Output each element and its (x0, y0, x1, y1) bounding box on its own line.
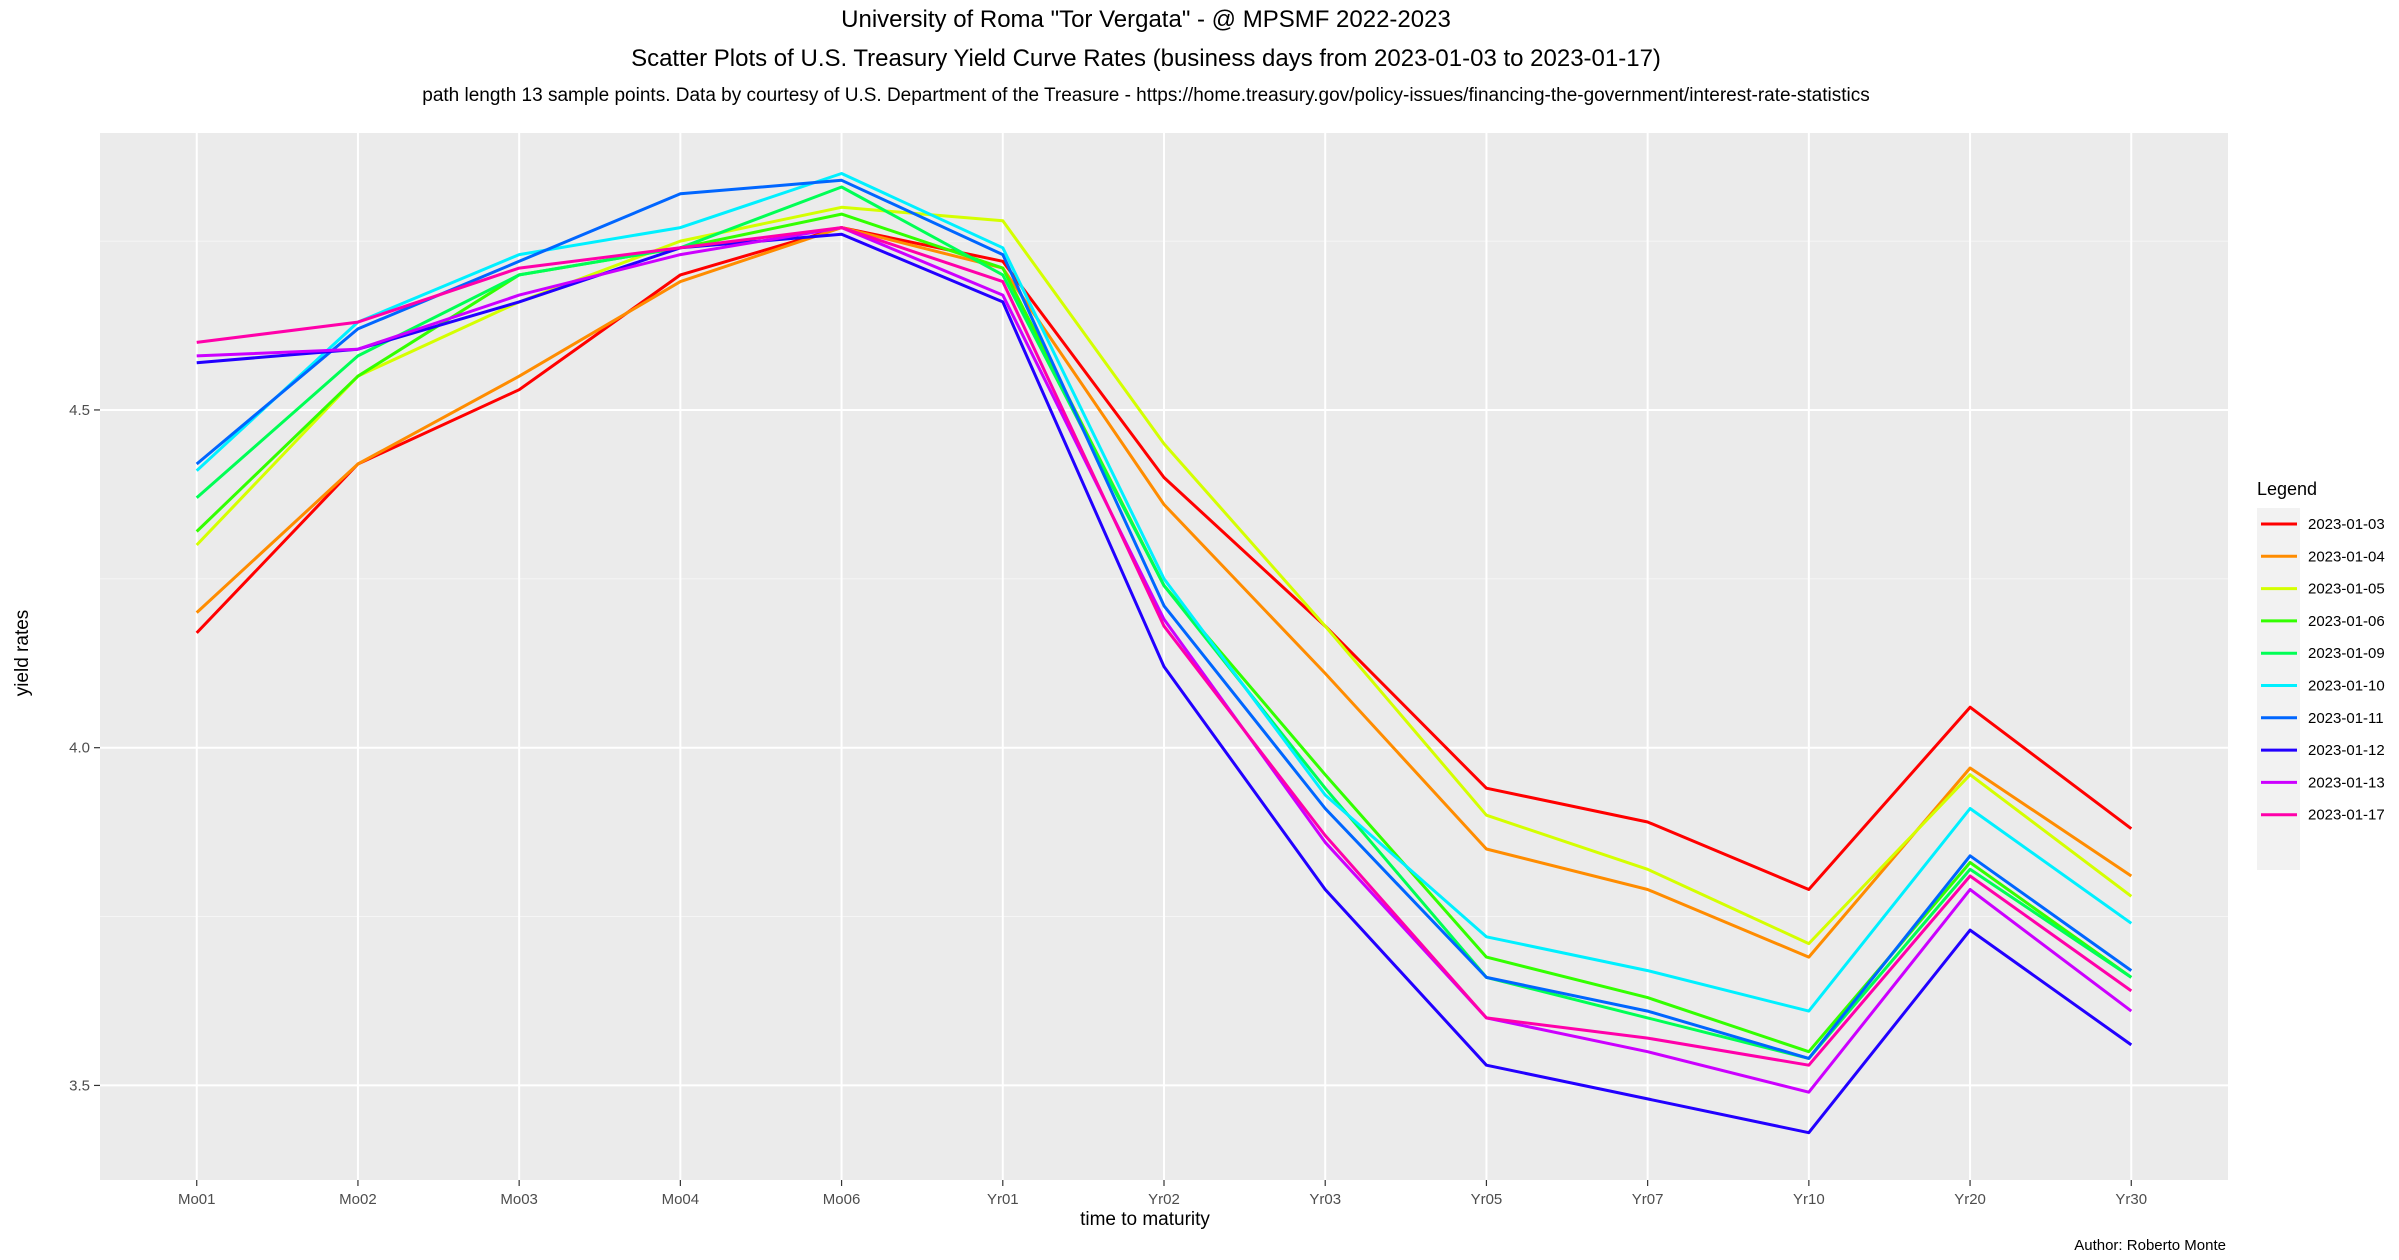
x-tick-label: Mo03 (500, 1191, 538, 1208)
legend-label: 2023-01-10 (2308, 678, 2385, 695)
caption: Author: Roberto Monte (2074, 1237, 2226, 1254)
x-tick-label: Yr20 (1954, 1191, 1986, 1208)
legend-title: Legend (2257, 479, 2317, 499)
x-tick-label: Yr02 (1148, 1191, 1180, 1208)
y-tick-label: 4.5 (69, 402, 90, 419)
series-line (195, 226, 2133, 959)
legend-label: 2023-01-05 (2308, 581, 2385, 598)
y-tick-label: 3.5 (69, 1077, 90, 1094)
x-tick-label: Yr03 (1309, 1191, 1341, 1208)
grid-major (100, 133, 2228, 1180)
legend-label: 2023-01-09 (2308, 645, 2385, 662)
legend-label: 2023-01-17 (2308, 807, 2385, 824)
x-tick-label: Yr10 (1793, 1191, 1825, 1208)
legend-label: 2023-01-12 (2308, 742, 2385, 759)
x-tick-label: Mo04 (662, 1191, 700, 1208)
x-tick-label: Yr05 (1471, 1191, 1503, 1208)
y-tick-label: 4.0 (69, 740, 90, 757)
legend-key-background (2257, 508, 2300, 870)
x-tick-label: Mo02 (339, 1191, 377, 1208)
legend-label: 2023-01-03 (2308, 516, 2385, 533)
y-axis-title: yield rates (12, 610, 33, 697)
x-axis-title: time to maturity (1080, 1209, 1210, 1230)
chart-subtitle: Scatter Plots of U.S. Treasury Yield Cur… (631, 45, 1661, 72)
series-layer (195, 172, 2133, 1135)
x-tick-label: Yr07 (1632, 1191, 1664, 1208)
series-line (195, 172, 2133, 1013)
chart-title: University of Roma "Tor Vergata" - @ MPS… (841, 6, 1451, 33)
series-line (195, 226, 2133, 891)
legend: Legend 2023-01-03 2023-01-04 2023-01-05 202… (2257, 479, 2385, 870)
legend-label: 2023-01-06 (2308, 613, 2385, 630)
x-tick-label: Yr30 (2115, 1191, 2147, 1208)
series-line (196, 226, 2133, 1094)
x-tick-label: Mo01 (178, 1191, 216, 1208)
x-axis: Mo01 Mo02 Mo03 Mo04 Mo06 Yr01 Yr02 Yr03 Yr05 Yr07… (178, 1180, 2147, 1208)
legend-label: 2023-01-11 (2308, 710, 2384, 727)
legend-label: 2023-01-04 (2308, 548, 2385, 565)
series-line (196, 226, 2133, 1067)
series-line (196, 232, 2133, 1135)
y-axis: 3.5 4.0 4.5 (69, 402, 100, 1094)
legend-label: 2023-01-13 (2308, 774, 2385, 791)
chart-source-note: path length 13 sample points. Data by co… (422, 85, 1870, 106)
x-tick-label: Yr01 (987, 1191, 1019, 1208)
series-line (195, 178, 2133, 1060)
x-tick-label: Mo06 (823, 1191, 861, 1208)
